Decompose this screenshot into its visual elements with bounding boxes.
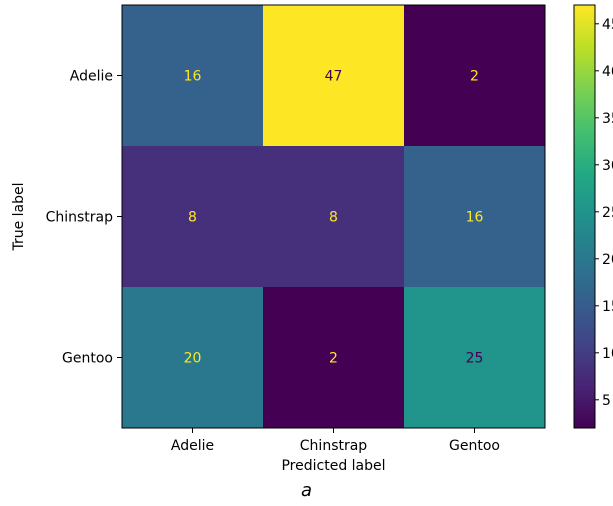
colorbar-tick-label: 15 <box>602 299 613 315</box>
x-tick-label: Chinstrap <box>300 438 368 454</box>
x-tick-label: Adelie <box>171 438 214 454</box>
x-tick-label: Gentoo <box>449 438 500 454</box>
cell-value-label: 8 <box>329 210 338 226</box>
colorbar-tick-label: 45 <box>602 17 613 33</box>
colorbar-ticks: 5 10 15 20 25 30 35 40 45 <box>595 17 613 409</box>
heatmap-cell <box>404 287 545 428</box>
y-tick-label: Chinstrap <box>46 210 114 226</box>
colorbar-tick-label: 5 <box>602 393 611 409</box>
colorbar-tick-label: 20 <box>602 252 613 268</box>
y-axis-title: True label <box>11 182 27 251</box>
cell-value-label: 47 <box>325 69 343 85</box>
y-tick-label: Adelie <box>70 69 113 85</box>
heatmap-cell <box>122 287 263 428</box>
heatmap-cell <box>263 146 404 287</box>
figure-caption: a <box>300 480 313 501</box>
y-axis-ticks: Adelie Chinstrap Gentoo <box>46 69 122 367</box>
heatmap-cell <box>122 5 263 146</box>
cell-value-label: 16 <box>184 69 202 85</box>
y-tick-label: Gentoo <box>62 351 113 367</box>
heatmap-cell <box>263 5 404 146</box>
colorbar-tick-label: 30 <box>602 158 613 174</box>
heatmap-cells <box>122 5 545 428</box>
x-axis-ticks: Adelie Chinstrap Gentoo <box>171 428 500 454</box>
heatmap-cell <box>263 287 404 428</box>
cell-value-label: 20 <box>184 351 202 367</box>
cell-value-label: 2 <box>470 69 479 85</box>
cell-value-label: 25 <box>466 351 484 367</box>
heatmap-cell <box>404 146 545 287</box>
heatmap-cell-labels: 16 47 2 8 8 16 20 2 25 <box>184 69 484 367</box>
colorbar-tick-label: 25 <box>602 205 613 221</box>
x-axis-title: Predicted label <box>281 458 385 474</box>
heatmap-cell <box>122 146 263 287</box>
colorbar-tick-label: 35 <box>602 111 613 127</box>
confusion-matrix-chart: 16 47 2 8 8 16 20 2 25 Adelie Chinstrap Gentoo Ade… <box>11 4 613 474</box>
cell-value-label: 8 <box>188 210 197 226</box>
colorbar-tick-label: 40 <box>602 64 613 80</box>
colorbar-tick-label: 10 <box>602 346 613 362</box>
cell-value-label: 16 <box>466 210 484 226</box>
heatmap-cell <box>404 5 545 146</box>
cell-value-label: 2 <box>329 351 338 367</box>
colorbar <box>573 4 596 429</box>
